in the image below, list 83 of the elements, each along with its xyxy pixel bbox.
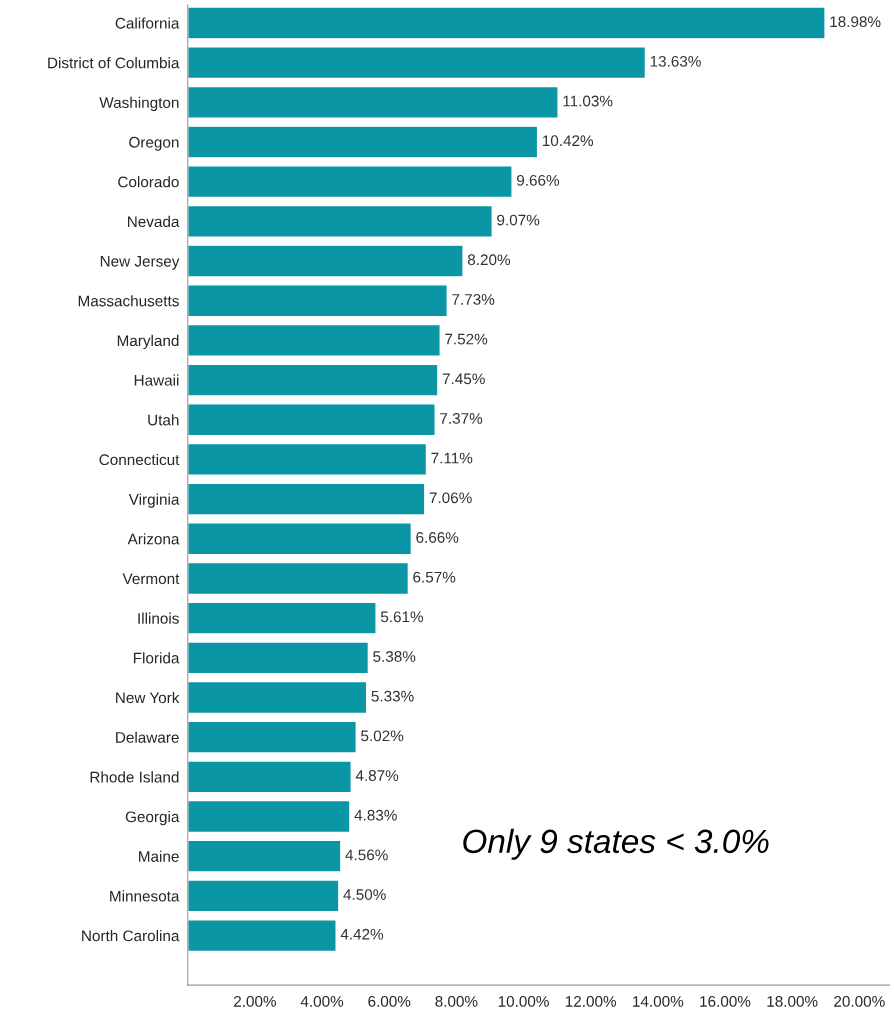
y-tick-label: District of Columbia: [48, 57, 180, 69]
y-tick-label: Vermont: [122, 573, 180, 585]
y-tick-label: Delaware: [116, 731, 179, 743]
bar: [187, 46, 647, 80]
data-label: 5.02%: [361, 730, 404, 742]
bar: [187, 879, 340, 913]
bar: [187, 680, 368, 715]
bar: [187, 720, 357, 754]
y-tick-label: Nevada: [128, 215, 180, 228]
x-tick-label: 6.00%: [368, 995, 411, 1007]
y-tick-label: North Carolina: [82, 930, 180, 942]
data-label: 18.98%: [830, 16, 881, 28]
x-tick-label: 16.00%: [700, 995, 751, 1007]
data-label: 4.83%: [354, 809, 397, 821]
data-label: 5.61%: [380, 611, 424, 623]
data-label: 5.33%: [371, 690, 414, 702]
bar: [187, 125, 539, 159]
bar: [187, 918, 337, 953]
bar: [187, 244, 464, 278]
y-tick-label: Rhode Island: [90, 771, 179, 783]
data-label: 7.73%: [452, 293, 495, 305]
bar: [187, 760, 352, 794]
data-label: 8.20%: [467, 254, 511, 266]
x-tick-label: 14.00%: [633, 995, 684, 1007]
x-tick-label: 12.00%: [565, 995, 617, 1007]
y-tick-label: California: [115, 17, 180, 29]
bar: [187, 284, 448, 318]
x-tick-label: 8.00%: [435, 995, 478, 1007]
y-tick-label: Connecticut: [99, 453, 180, 466]
data-label: 7.37%: [440, 413, 483, 424]
y-tick-label: Maryland: [117, 334, 179, 350]
bar: [187, 839, 342, 873]
data-label: 6.57%: [413, 571, 456, 583]
bar: [187, 204, 493, 238]
data-label: 13.63%: [650, 55, 701, 67]
bar: [187, 85, 559, 119]
y-tick-label: Virginia: [128, 493, 180, 508]
data-label: 7.52%: [445, 333, 488, 345]
bar: [187, 165, 513, 199]
y-tick-label: Utah: [148, 414, 179, 426]
data-label: 6.66%: [416, 532, 459, 543]
data-label: 7.11%: [431, 452, 473, 464]
bar: [187, 522, 413, 556]
annotation: Only 9 states < 3.0%: [463, 828, 769, 860]
x-tick-label: 10.00%: [498, 995, 549, 1007]
data-label: 7.06%: [429, 492, 472, 504]
y-tick-label: New Jersey: [100, 256, 180, 270]
y-tick-label: Hawaii: [134, 374, 179, 386]
y-tick-label: Arizona: [127, 533, 180, 545]
bar: [187, 323, 441, 357]
x-tick-label: 4.00%: [300, 995, 344, 1007]
bar: [187, 561, 410, 596]
bar: [187, 601, 377, 635]
y-tick-label: Washington: [99, 96, 179, 112]
x-tick-label: 20.00%: [834, 995, 885, 1007]
y-tick-label: Massachusetts: [78, 295, 179, 307]
y-tick-label: New York: [116, 691, 180, 704]
y-tick-label: Maine: [139, 850, 179, 862]
bar: [187, 403, 436, 437]
y-tick-label: Florida: [133, 652, 180, 664]
data-label: 11.03%: [563, 95, 613, 107]
bar: [187, 442, 428, 476]
data-label: 10.42%: [542, 135, 594, 147]
x-tick-label: 2.00%: [234, 995, 277, 1007]
bar: [187, 6, 826, 40]
y-tick-label: Minnesota: [110, 890, 180, 902]
y-tick-label: Georgia: [125, 810, 180, 826]
bar: [187, 799, 351, 834]
data-label: 4.50%: [343, 889, 386, 900]
data-label: 9.07%: [497, 214, 540, 226]
data-label: 9.66%: [516, 174, 560, 186]
bar: [187, 363, 439, 397]
data-label: 4.56%: [345, 849, 388, 861]
data-label: 7.45%: [442, 373, 485, 385]
data-label: 5.38%: [373, 651, 416, 662]
bar: [187, 641, 370, 675]
y-tick-label: Colorado: [118, 176, 179, 188]
y-tick-label: Oregon: [129, 136, 179, 151]
data-label: 4.87%: [355, 770, 399, 781]
bar: [187, 482, 426, 516]
x-tick-label: 18.00%: [767, 995, 818, 1007]
data-label: 4.42%: [340, 928, 384, 940]
y-tick-label: Illinois: [138, 612, 179, 624]
